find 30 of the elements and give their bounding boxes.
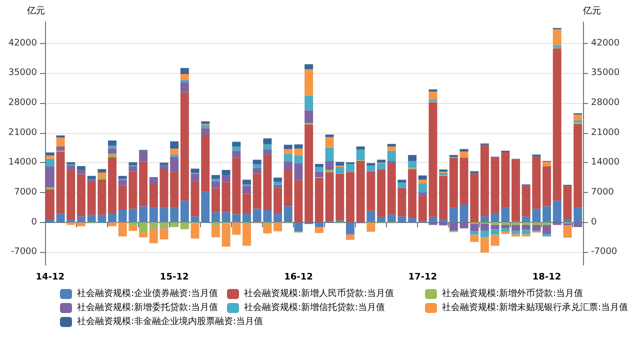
y2-tick-label: 35000 <box>591 68 620 78</box>
y-tick-label: 28000 <box>8 98 38 108</box>
y2-tick-label: 14000 <box>591 158 620 168</box>
y-tick-label: -7000 <box>10 247 38 258</box>
x-tick-label: 16-12 <box>284 272 313 282</box>
y2-tick-label: 0 <box>591 217 597 228</box>
y2-tick-label: -7000 <box>591 247 618 258</box>
y-tick-label: 42000 <box>8 38 38 48</box>
y-tick-label: 0 <box>31 217 38 228</box>
legend-label: 社会融资规模:新增未贴现银行承兑汇票:当月值 <box>442 302 628 313</box>
x-tick-label: 15-12 <box>160 272 189 282</box>
x-tick-label: 18-12 <box>532 272 562 282</box>
legend-label: 社会融资规模:新增信托贷款:当月值 <box>244 302 386 313</box>
y2-tick-label: 21000 <box>591 128 620 138</box>
y-tick-label: 14000 <box>8 158 38 168</box>
legend-label: 社会融资规模:企业债券融资:当月值 <box>77 288 218 299</box>
y-tick-label: 35000 <box>8 68 38 78</box>
x-tick-label: 14-12 <box>36 272 65 282</box>
legend-label: 社会融资规模:非金融企业境内股票融资:当月值 <box>77 316 264 327</box>
y-tick-label: 21000 <box>8 128 38 138</box>
y2-tick-label: 42000 <box>591 38 620 48</box>
y2-tick-label: 28000 <box>591 98 620 108</box>
y2-axis-title: 亿元 <box>582 6 601 16</box>
legend-label: 社会融资规模:新增人民币贷款:当月值 <box>244 288 394 299</box>
y-axis-title: 亿元 <box>26 6 45 16</box>
legend-label: 社会融资规模:新增外币贷款:当月值 <box>442 288 584 299</box>
x-tick-label: 17-12 <box>408 272 438 282</box>
y2-tick-label: 7000 <box>591 188 614 198</box>
legend-label: 社会融资规模:新增委托贷款:当月值 <box>77 302 218 313</box>
y-tick-label: 7000 <box>14 188 38 198</box>
